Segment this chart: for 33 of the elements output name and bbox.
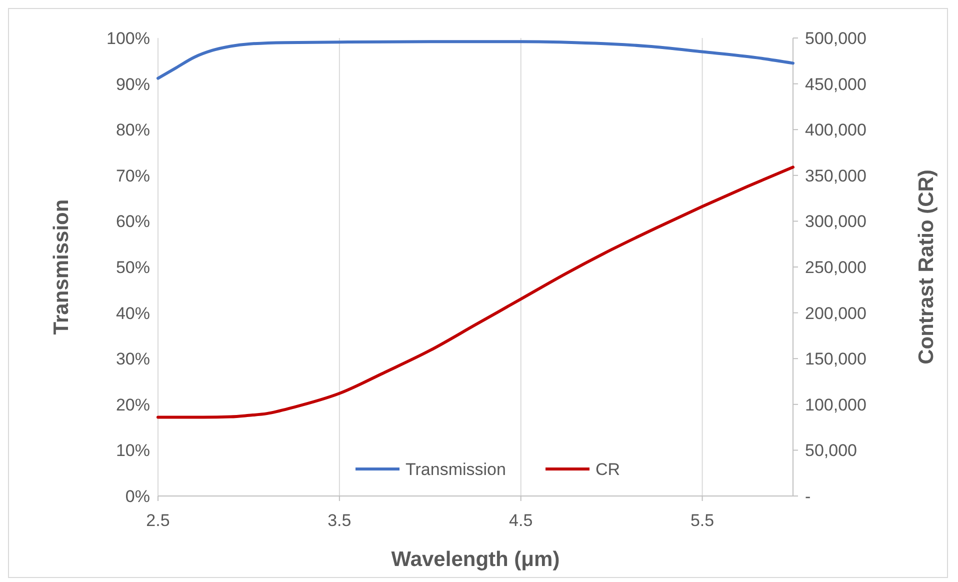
y-tick-label: 70%: [116, 166, 150, 186]
y-tick-label: 0%: [125, 486, 150, 506]
y2-tick-label: 500,000: [805, 28, 866, 48]
y2-tick-label: 200,000: [805, 304, 866, 323]
y-tick-label: 40%: [116, 304, 150, 323]
x-tick-label: 3.5: [328, 511, 352, 530]
y-tick-label: 50%: [116, 258, 150, 277]
y-axis-title: Transmission: [50, 199, 73, 335]
y-tick-label: 80%: [116, 120, 150, 140]
legend-label: Transmission: [406, 460, 506, 479]
y-tick-label: 30%: [116, 350, 150, 369]
x-tick-label: 5.5: [690, 511, 714, 530]
y2-tick-label: 400,000: [805, 120, 866, 140]
x-tick-label: 2.5: [146, 511, 170, 530]
x-tick-label: 4.5: [509, 511, 533, 530]
y2-tick-label: 150,000: [805, 350, 866, 369]
y-tick-label: 90%: [116, 74, 150, 94]
y2-tick-label: 50,000: [805, 441, 857, 460]
y2-tick-label: 350,000: [805, 166, 866, 186]
y2-tick-label: 300,000: [805, 212, 866, 232]
y-tick-label: 20%: [116, 395, 150, 414]
y2-tick-label: 100,000: [805, 395, 866, 414]
y-tick-label: 10%: [116, 441, 150, 460]
legend-label: CR: [596, 460, 620, 479]
y2-tick-label: 250,000: [805, 258, 866, 277]
y2-tick-label: 450,000: [805, 74, 866, 94]
line-series: [156, 40, 794, 80]
y-tick-label: 100%: [106, 28, 150, 48]
y-tick-label: 60%: [116, 212, 150, 232]
y2-axis-title: Contrast Ratio (CR): [915, 170, 938, 364]
x-axis-title: Wavelength (μm): [391, 548, 560, 571]
line-series: [156, 166, 794, 419]
y2-tick-label: -: [805, 486, 811, 506]
